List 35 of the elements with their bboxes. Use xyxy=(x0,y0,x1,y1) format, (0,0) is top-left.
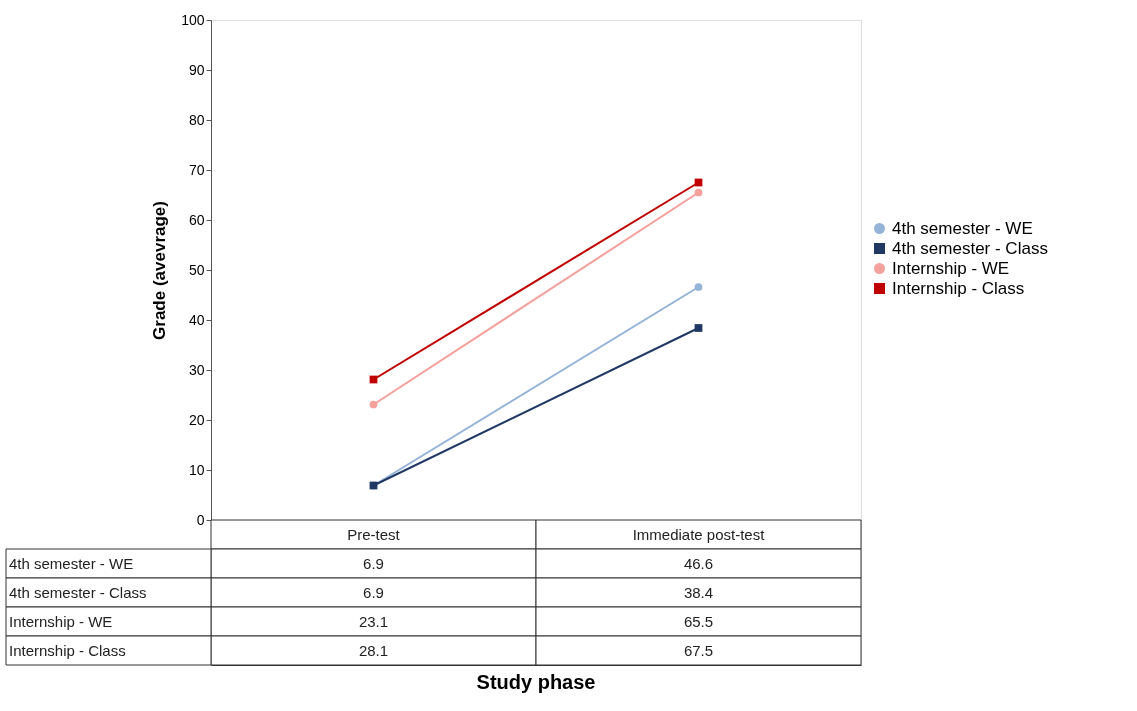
point xyxy=(369,400,378,409)
text: 4th semester - Class xyxy=(9,583,147,601)
y-tick-label: 40 xyxy=(188,311,205,328)
data-label: 6.9 xyxy=(363,554,384,572)
y-tick-label: 30 xyxy=(188,361,205,378)
text: Internship - WE xyxy=(9,612,113,630)
text: Study phase xyxy=(476,671,596,693)
point xyxy=(694,283,703,291)
y-tick-label: 90 xyxy=(188,61,205,78)
legend-label: 4th semester - Class xyxy=(892,238,1048,258)
data-label: 67.5 xyxy=(683,641,714,659)
legend-label: Internship - Class xyxy=(892,278,1025,298)
y-tick-label: 100 xyxy=(181,11,205,28)
x-tick-label: Immediate post-test xyxy=(632,525,766,543)
y-tick-label: 0 xyxy=(196,511,205,528)
legend-label: Internship - WE xyxy=(892,258,1010,278)
y-tick-label: 50 xyxy=(188,261,205,278)
y-axis-title: Grade (avevrage) xyxy=(150,201,170,340)
y-tick-label: 10 xyxy=(188,461,205,478)
data-label: 23.1 xyxy=(358,612,389,630)
data-label: 38.4 xyxy=(683,583,714,601)
legend-label: 4th semester - WE xyxy=(892,218,1033,238)
data-label: 6.9 xyxy=(363,583,384,601)
y-tick-label: 70 xyxy=(188,161,205,178)
point xyxy=(694,324,703,332)
data-label: 46.6 xyxy=(683,554,714,572)
text: 4th semester - WE xyxy=(9,554,134,572)
y-tick-label: 60 xyxy=(188,211,205,228)
y-tick-label: 20 xyxy=(188,411,205,428)
y-tick-label: 80 xyxy=(188,111,205,128)
data-label: 28.1 xyxy=(358,641,389,659)
data-label: 65.5 xyxy=(683,612,714,630)
text: Internship - Class xyxy=(9,641,126,659)
x-tick-label: Pre-test xyxy=(347,525,401,543)
point xyxy=(694,188,703,197)
